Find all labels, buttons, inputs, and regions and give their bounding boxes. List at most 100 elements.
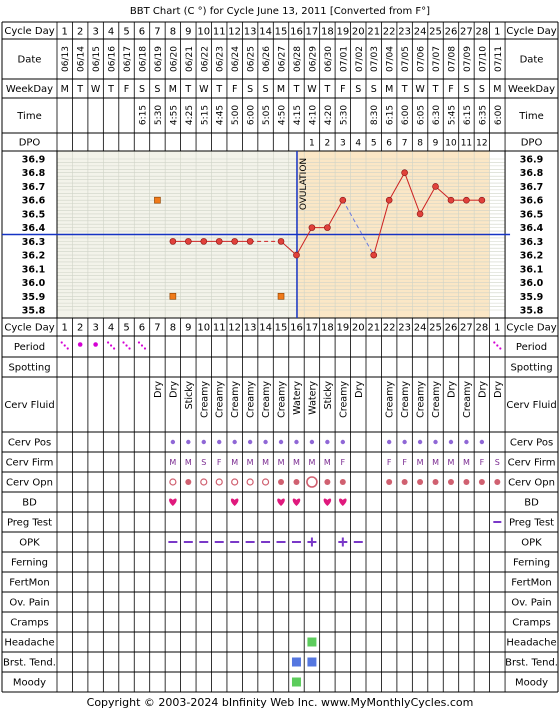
cycle-day-bottom-9: 10 <box>197 323 210 334</box>
period-mark-4-b <box>125 344 128 347</box>
cycle-day-bottom-4: 5 <box>123 323 129 334</box>
cerv-pos-26 <box>464 439 469 445</box>
weekday-22: T <box>401 84 408 95</box>
cycle-day-0: 1 <box>62 27 68 38</box>
time-7: 4:55 <box>169 105 179 125</box>
date-18: 07/01 <box>339 46 349 72</box>
cerv-firm-16: M <box>308 458 315 467</box>
cycle-day-bottom-8: 9 <box>185 323 191 334</box>
cerv-fluid-7: Dry <box>168 381 179 398</box>
period-mark-3-b <box>109 344 113 347</box>
temp-point-16 <box>308 224 316 231</box>
ytick-right-9: 36.0 <box>520 278 544 289</box>
cycle-day-bottom-21: 22 <box>383 323 396 334</box>
cerv-firm-11: M <box>231 458 238 467</box>
ytick-left-8: 36.1 <box>22 264 45 275</box>
period-mark-4-a <box>122 341 125 344</box>
time-17: 4:20 <box>324 105 334 125</box>
cerv-fluid-15: Watery <box>292 381 303 415</box>
time-24: 6:30 <box>432 105 442 125</box>
cycle-day-9: 10 <box>197 27 210 38</box>
date-21: 07/04 <box>386 46 396 72</box>
label-left-cycle_day-5: Cycle Day <box>4 323 54 334</box>
ytick-left-11: 35.8 <box>22 306 46 317</box>
cycle-day-bottom-25: 26 <box>445 323 458 334</box>
weekday-8: T <box>184 84 191 95</box>
label-right-bd: BD <box>524 498 539 509</box>
time-8: 4:25 <box>185 105 195 125</box>
cerv-opn-13 <box>261 478 270 486</box>
cycle-day-6: 7 <box>154 27 160 38</box>
ytick-left-1: 36.8 <box>22 168 46 179</box>
cycle-day-3: 4 <box>108 27 114 38</box>
temp-outlier-1 <box>169 292 177 300</box>
weekday-14: M <box>277 84 285 95</box>
date-8: 06/21 <box>185 46 195 72</box>
cerv-pos-17 <box>325 439 330 445</box>
cerv-fluid-9: Creamy <box>199 381 210 418</box>
weekday-6: S <box>154 84 160 95</box>
temp-point-7 <box>169 238 177 245</box>
cycle-day-bottom-20: 21 <box>367 323 380 334</box>
cerv-fluid-16: Watery <box>307 381 318 415</box>
cycle-day-12: 13 <box>244 27 257 38</box>
time-23: 6:05 <box>417 105 427 125</box>
cerv-firm-15: M <box>293 458 300 467</box>
cerv-pos-11 <box>232 439 237 445</box>
temp-dash-19 <box>342 199 375 256</box>
label-right-brst_tend: Brst. Tend. <box>505 658 558 669</box>
cerv-opn-18 <box>339 479 346 485</box>
cerv-fluid-21: Creamy <box>385 381 396 418</box>
chart-title: BBT Chart (C °) for Cycle June 13, 2011 … <box>130 6 430 17</box>
cerv-fluid-10: Creamy <box>215 381 226 418</box>
date-19: 07/02 <box>355 46 365 72</box>
weekday-12: S <box>247 84 253 95</box>
date-0: 06/13 <box>61 46 71 72</box>
date-23: 07/06 <box>417 46 427 72</box>
dpo-17: 2 <box>325 139 331 149</box>
label-left-headache: Headache <box>4 638 54 649</box>
ytick-right-2: 36.7 <box>520 182 543 193</box>
weekday-18: F <box>340 84 345 95</box>
cycle-day-26: 27 <box>460 27 473 38</box>
cerv-opn-22 <box>401 479 408 485</box>
cerv-pos-24 <box>433 439 438 445</box>
cerv-opn-10 <box>215 478 223 486</box>
cerv-opn-27 <box>478 479 485 485</box>
weekday-25: F <box>448 84 453 95</box>
cerv-pos-7 <box>170 439 176 445</box>
date-2: 06/15 <box>92 46 102 72</box>
cerv-firm-9: S <box>201 458 206 467</box>
cycle-day-bottom-10: 11 <box>213 323 226 334</box>
cerv-firm-14: M <box>278 458 285 467</box>
temp-point-17 <box>324 224 331 231</box>
dpo-20: 5 <box>371 139 377 149</box>
cycle-day-22: 23 <box>398 27 411 38</box>
time-28: 6:00 <box>494 105 504 125</box>
weekday-7: M <box>169 84 177 95</box>
date-13: 06/26 <box>262 46 272 72</box>
cycle-day-bottom-3: 4 <box>108 323 114 334</box>
cycle-day-bottom-15: 16 <box>290 323 303 334</box>
cycle-day-bottom-7: 8 <box>170 323 176 334</box>
period-mark-1 <box>77 342 83 347</box>
temp-point-27 <box>478 196 486 204</box>
weekday-2: W <box>91 84 101 95</box>
cycle-day-21: 22 <box>383 27 396 38</box>
cerv-opn-14 <box>278 479 285 485</box>
cerv-pos-22 <box>402 439 407 445</box>
bd-heart-11 <box>230 498 239 506</box>
cerv-fluid-6: Dry <box>153 381 164 398</box>
cerv-firm-28: S <box>495 458 500 467</box>
weekday-20: S <box>371 84 377 95</box>
period-mark-2 <box>93 342 98 347</box>
headache-mark-16 <box>307 637 317 647</box>
ytick-left-6: 36.3 <box>22 237 45 248</box>
temp-point-14 <box>277 238 285 245</box>
cerv-pos-23 <box>417 439 423 445</box>
cerv-opn-16 <box>306 476 318 488</box>
label-right-cycle_day-0: Cycle Day <box>506 26 556 37</box>
cycle-day-bottom-23: 24 <box>414 323 427 334</box>
label-left-fertmon: FertMon <box>9 578 49 589</box>
cerv-fluid-27: Dry <box>477 381 488 398</box>
